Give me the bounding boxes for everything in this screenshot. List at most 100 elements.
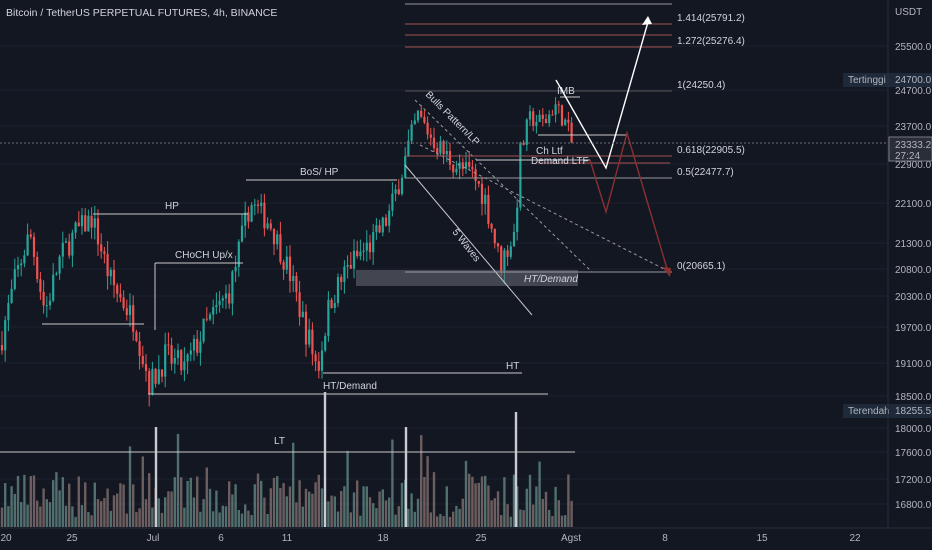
candle-body[interactable] xyxy=(87,215,90,232)
candle-body[interactable] xyxy=(525,119,528,145)
candle-body[interactable] xyxy=(68,241,71,256)
candle-body[interactable] xyxy=(135,331,138,342)
candle-body[interactable] xyxy=(90,215,93,228)
candle-body[interactable] xyxy=(164,344,167,377)
candle-body[interactable] xyxy=(189,350,192,355)
candle-body[interactable] xyxy=(212,307,215,315)
candle-body[interactable] xyxy=(378,225,381,233)
candle-body[interactable] xyxy=(272,228,276,245)
candle-body[interactable] xyxy=(372,232,375,253)
candle-body[interactable] xyxy=(301,311,304,318)
candle-body[interactable] xyxy=(221,298,224,301)
candle-body[interactable] xyxy=(445,150,448,155)
candle-body[interactable] xyxy=(208,314,212,320)
candle-body[interactable] xyxy=(471,166,474,170)
candle-body[interactable] xyxy=(228,293,231,304)
candle-body[interactable] xyxy=(452,164,455,173)
candle-body[interactable] xyxy=(368,242,372,253)
candle-body[interactable] xyxy=(554,104,557,115)
candle-body[interactable] xyxy=(215,304,218,308)
candle-body[interactable] xyxy=(36,256,39,280)
candle-body[interactable] xyxy=(71,232,74,256)
candle-body[interactable] xyxy=(16,265,20,270)
candle-body[interactable] xyxy=(26,234,29,256)
candle-body[interactable] xyxy=(548,114,551,124)
candle-body[interactable] xyxy=(10,288,13,304)
candle-body[interactable] xyxy=(205,318,208,320)
candle-body[interactable] xyxy=(186,354,189,362)
candle-body[interactable] xyxy=(320,350,324,371)
candle-body[interactable] xyxy=(496,243,500,247)
candle-body[interactable] xyxy=(391,193,394,211)
candle-body[interactable] xyxy=(436,148,439,154)
candle-body[interactable] xyxy=(103,251,106,254)
candle-body[interactable] xyxy=(388,210,391,226)
candle-body[interactable] xyxy=(109,269,112,277)
candle-body[interactable] xyxy=(64,241,68,243)
candle-body[interactable] xyxy=(170,345,173,364)
candle-body[interactable] xyxy=(4,320,7,351)
candle-body[interactable] xyxy=(125,308,128,316)
candle-body[interactable] xyxy=(138,341,141,356)
candle-body[interactable] xyxy=(298,292,301,318)
candle-body[interactable] xyxy=(116,285,119,294)
candle-body[interactable] xyxy=(132,305,135,332)
candle-body[interactable] xyxy=(359,251,362,257)
candle-body[interactable] xyxy=(279,234,282,262)
candle-body[interactable] xyxy=(269,223,272,229)
candle-body[interactable] xyxy=(160,369,164,377)
candle-body[interactable] xyxy=(340,277,343,282)
candle-body[interactable] xyxy=(96,218,100,245)
candle-body[interactable] xyxy=(224,293,228,299)
candle-body[interactable] xyxy=(196,338,199,353)
candle-body[interactable] xyxy=(464,162,468,169)
candle-body[interactable] xyxy=(266,223,269,229)
candle-body[interactable] xyxy=(282,261,285,270)
candle-body[interactable] xyxy=(317,361,320,371)
candle-body[interactable] xyxy=(253,204,256,206)
candle-body[interactable] xyxy=(106,253,109,277)
candle-body[interactable] xyxy=(394,189,397,194)
candle-body[interactable] xyxy=(144,364,148,371)
candle-body[interactable] xyxy=(112,269,116,286)
candle-body[interactable] xyxy=(455,168,458,173)
candle-body[interactable] xyxy=(0,345,4,351)
candle-body[interactable] xyxy=(180,350,183,371)
candle-body[interactable] xyxy=(202,318,205,342)
candle-body[interactable] xyxy=(247,212,250,222)
candle-body[interactable] xyxy=(512,231,516,247)
candle-body[interactable] xyxy=(311,329,314,355)
candle-body[interactable] xyxy=(333,303,336,308)
candle-body[interactable] xyxy=(423,116,426,123)
candle-body[interactable] xyxy=(484,194,487,204)
candle-body[interactable] xyxy=(474,169,477,181)
candle-body[interactable] xyxy=(231,271,234,304)
candle-body[interactable] xyxy=(416,110,420,121)
candle-body[interactable] xyxy=(410,124,413,141)
candle-body[interactable] xyxy=(413,120,416,125)
candle-body[interactable] xyxy=(240,225,244,242)
price-axis[interactable]: USDT 25500.0 24700.0 23700.0 22900.0 22100.0 2… xyxy=(843,0,932,528)
candlesticks[interactable] xyxy=(0,97,573,407)
candle-body[interactable] xyxy=(362,250,365,252)
candle-body[interactable] xyxy=(375,225,378,233)
candle-body[interactable] xyxy=(349,264,352,269)
candle-body[interactable] xyxy=(404,156,407,178)
candle-body[interactable] xyxy=(551,114,554,116)
candle-body[interactable] xyxy=(237,241,240,267)
candle-body[interactable] xyxy=(381,217,384,233)
candle-body[interactable] xyxy=(439,141,442,154)
candle-body[interactable] xyxy=(400,177,404,195)
candle-body[interactable] xyxy=(509,246,512,257)
candle-body[interactable] xyxy=(560,105,564,126)
candle-body[interactable] xyxy=(285,256,288,270)
candle-body[interactable] xyxy=(397,189,400,195)
candle-body[interactable] xyxy=(151,368,154,394)
candle-body[interactable] xyxy=(244,212,247,226)
candle-body[interactable] xyxy=(276,234,279,245)
candle-body[interactable] xyxy=(343,266,346,282)
candle-body[interactable] xyxy=(55,273,58,275)
candle-body[interactable] xyxy=(570,122,573,143)
candle-body[interactable] xyxy=(119,293,122,298)
